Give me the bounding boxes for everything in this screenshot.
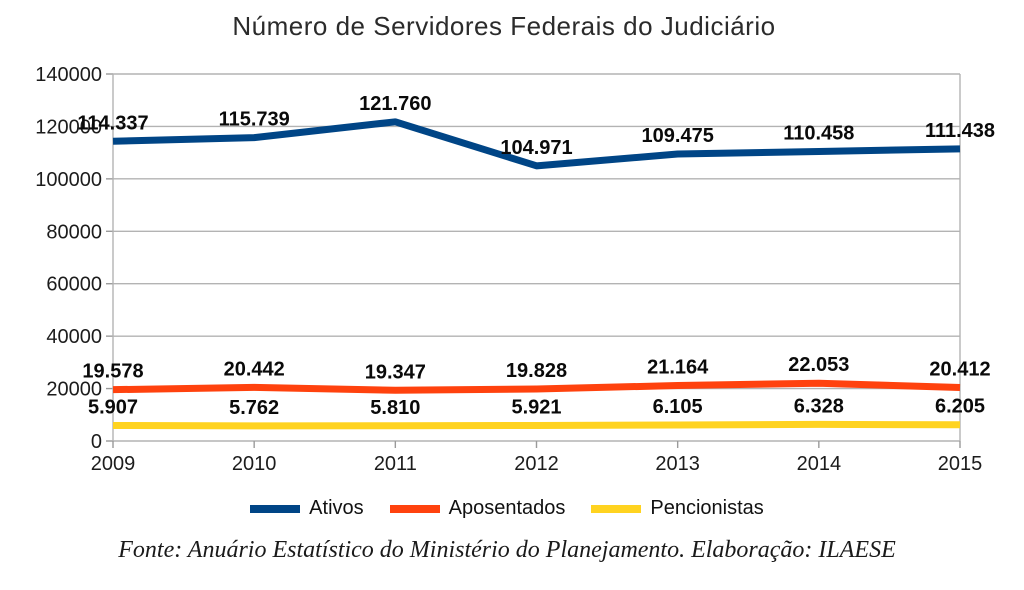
data-label-ativos: 104.971 <box>500 137 572 159</box>
y-tick-label: 80000 <box>46 221 102 243</box>
data-label-aposentados: 19.578 <box>82 361 143 383</box>
data-label-pencionistas: 5.762 <box>229 397 279 419</box>
data-label-ativos: 110.458 <box>783 122 854 144</box>
legend-item-aposentados: Aposentados <box>389 497 566 520</box>
legend-swatch-pencionistas <box>591 504 642 513</box>
x-tick-label: 2014 <box>797 453 842 475</box>
y-tick-label: 60000 <box>46 274 102 296</box>
legend-item-ativos: Ativos <box>250 497 364 520</box>
x-tick-label: 2015 <box>938 453 983 475</box>
y-tick-label: 40000 <box>46 326 102 348</box>
legend-item-pencionistas: Pencionistas <box>591 497 764 520</box>
y-tick-label: 0 <box>91 431 102 453</box>
x-tick-label: 2009 <box>91 453 136 475</box>
legend-label: Aposentados <box>448 497 566 519</box>
y-tick-label: 20000 <box>46 379 102 401</box>
data-label-pencionistas: 5.810 <box>370 397 420 419</box>
y-tick-label: 100000 <box>35 169 102 191</box>
legend-swatch-aposentados <box>389 504 440 513</box>
x-tick-label: 2011 <box>374 453 417 475</box>
data-label-aposentados: 19.347 <box>365 361 426 383</box>
chart-legend: Ativos Aposentados Pencionistas <box>0 497 1014 520</box>
data-label-ativos: 114.337 <box>77 112 148 134</box>
data-label-pencionistas: 5.921 <box>511 396 561 418</box>
series-line-pencionistas <box>112 420 961 430</box>
data-label-aposentados: 19.828 <box>506 360 567 382</box>
legend-label: Ativos <box>309 497 364 519</box>
series-line-aposentados <box>112 379 961 394</box>
data-label-aposentados: 22.053 <box>788 354 849 376</box>
legend-swatch-ativos <box>250 504 301 513</box>
y-tick-label: 140000 <box>35 64 102 86</box>
data-label-pencionistas: 5.907 <box>88 397 138 419</box>
data-label-pencionistas: 6.328 <box>794 395 844 417</box>
data-label-pencionistas: 6.205 <box>935 396 985 418</box>
line-plot: 0 20000 40000 60000 80000 100000 120000 140000 2… <box>35 64 995 475</box>
data-label-aposentados: 20.442 <box>224 358 285 380</box>
data-label-ativos: 111.438 <box>925 120 995 142</box>
series-line-ativos <box>112 118 961 170</box>
x-tick-label: 2013 <box>655 453 700 475</box>
x-tick-label: 2012 <box>514 453 559 475</box>
data-label-aposentados: 20.412 <box>929 358 990 380</box>
data-label-ativos: 115.739 <box>219 109 290 131</box>
source-note: Fonte: Anuário Estatístico do Ministério… <box>118 537 896 563</box>
y-tick-label: 120000 <box>35 116 102 138</box>
data-label-aposentados: 21.164 <box>647 357 709 379</box>
chart-title: Número de Servidores Federais do Judiciá… <box>232 11 776 41</box>
x-tick-label: 2010 <box>232 453 277 475</box>
data-label-ativos: 121.760 <box>359 93 431 115</box>
data-label-ativos: 109.475 <box>642 125 714 147</box>
data-label-pencionistas: 6.105 <box>653 396 703 418</box>
legend-label: Pencionistas <box>650 497 764 519</box>
